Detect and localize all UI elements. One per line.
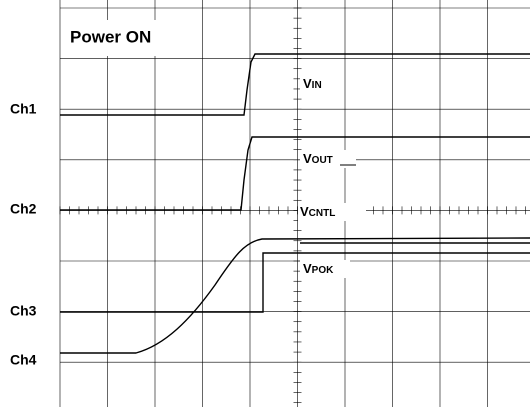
title: Power ON bbox=[70, 27, 151, 46]
vout-trace bbox=[60, 136, 530, 211]
label-bg bbox=[300, 150, 356, 168]
vpok-trace bbox=[60, 252, 530, 313]
channel-label: Ch3 bbox=[10, 303, 37, 319]
label-bg bbox=[300, 75, 340, 93]
label-bg bbox=[298, 203, 366, 221]
signal-label: VCNTL bbox=[300, 204, 335, 219]
vcntl-trace bbox=[60, 237, 530, 354]
signal-label: VPOK bbox=[303, 261, 334, 276]
channel-label: Ch1 bbox=[10, 101, 37, 117]
grid bbox=[59, 0, 530, 407]
signal-label: VOUT bbox=[303, 151, 333, 166]
channel-label: Ch4 bbox=[10, 352, 37, 368]
label-bg bbox=[300, 260, 350, 278]
signal-label: VIN bbox=[303, 76, 322, 91]
title-box bbox=[64, 20, 194, 56]
channel-label: Ch2 bbox=[10, 201, 37, 217]
waveforms bbox=[60, 53, 530, 354]
vin-trace bbox=[60, 53, 530, 116]
